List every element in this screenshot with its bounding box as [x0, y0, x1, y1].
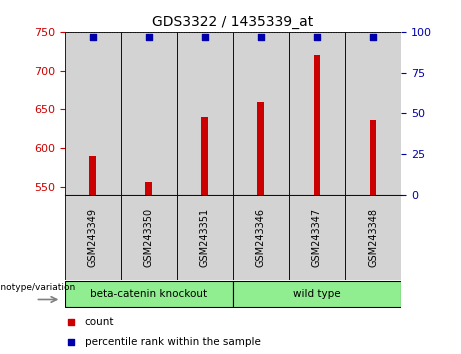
Bar [313, 55, 320, 195]
Point [257, 34, 265, 40]
Bar [65, 32, 121, 195]
Point [68, 320, 75, 325]
Bar [258, 102, 264, 195]
Text: GSM243349: GSM243349 [88, 208, 98, 267]
Bar [233, 32, 289, 195]
Bar [289, 195, 345, 280]
Bar [121, 195, 177, 280]
Bar [345, 195, 401, 280]
Point [68, 339, 75, 345]
Text: GSM243347: GSM243347 [312, 207, 322, 267]
Bar [65, 195, 121, 280]
Point [145, 34, 152, 40]
Title: GDS3322 / 1435339_at: GDS3322 / 1435339_at [152, 16, 313, 29]
Bar [345, 32, 401, 195]
Text: GSM243351: GSM243351 [200, 207, 210, 267]
Bar [145, 182, 152, 195]
Text: count: count [85, 318, 114, 327]
Point [369, 34, 377, 40]
Bar [121, 32, 177, 195]
Bar [289, 32, 345, 195]
Bar [177, 32, 233, 195]
Text: wild type: wild type [293, 289, 341, 299]
Text: GSM243348: GSM243348 [368, 208, 378, 267]
Point [201, 34, 208, 40]
Text: percentile rank within the sample: percentile rank within the sample [85, 337, 260, 347]
Bar [233, 195, 289, 280]
Text: genotype/variation: genotype/variation [0, 283, 76, 292]
Point [313, 34, 321, 40]
Point [89, 34, 96, 40]
Text: GSM243346: GSM243346 [256, 208, 266, 267]
Bar [370, 120, 376, 195]
Bar [89, 156, 96, 195]
Bar [65, 281, 233, 307]
Text: GSM243350: GSM243350 [144, 207, 154, 267]
Bar [201, 117, 208, 195]
Text: beta-catenin knockout: beta-catenin knockout [90, 289, 207, 299]
Bar [177, 195, 233, 280]
Bar [233, 281, 401, 307]
